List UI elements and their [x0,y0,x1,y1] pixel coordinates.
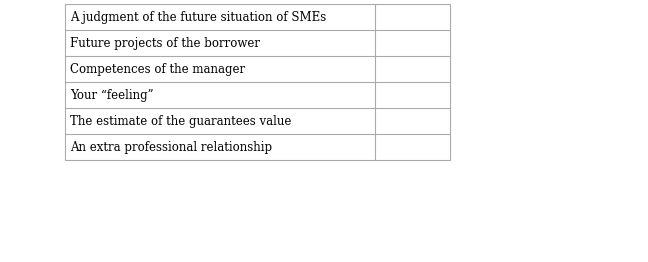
Bar [65,4,450,160]
Text: Your “feeling”: Your “feeling” [70,89,154,101]
Text: Competences of the manager: Competences of the manager [70,63,245,75]
Text: The estimate of the guarantees value: The estimate of the guarantees value [70,114,292,128]
Text: An extra professional relationship: An extra professional relationship [70,140,272,154]
Text: Future projects of the borrower: Future projects of the borrower [70,36,260,50]
Text: A judgment of the future situation of SMEs: A judgment of the future situation of SM… [70,10,326,24]
